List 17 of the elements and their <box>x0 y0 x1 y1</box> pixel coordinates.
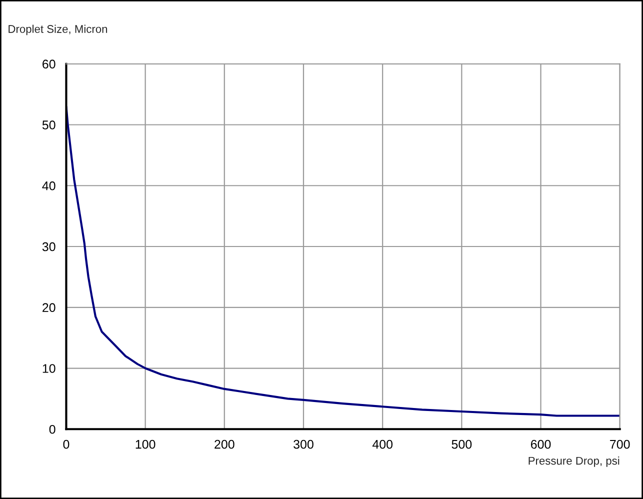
y-tick-label: 50 <box>42 120 56 130</box>
x-tick-label: 100 <box>136 440 156 449</box>
x-tick-label: 0 <box>63 440 70 449</box>
x-axis-title: Pressure Drop, psi <box>528 456 620 467</box>
x-tick-label: 400 <box>372 440 393 449</box>
y-axis-title: Droplet Size, Micron <box>8 24 108 36</box>
x-tick-label: 700 <box>610 440 630 449</box>
y-tick-label: 40 <box>42 181 56 190</box>
x-tick-label: 200 <box>214 440 234 449</box>
y-tick-label: 30 <box>42 242 56 252</box>
x-tick-label: 600 <box>530 440 551 449</box>
y-tick-label: 10 <box>42 364 56 373</box>
y-tick-label: 20 <box>42 303 56 312</box>
x-tick-label: 500 <box>452 440 472 449</box>
y-tick-label: 60 <box>42 60 56 69</box>
x-tick-label: 300 <box>294 440 314 449</box>
y-tick-label: 0 <box>49 424 56 434</box>
